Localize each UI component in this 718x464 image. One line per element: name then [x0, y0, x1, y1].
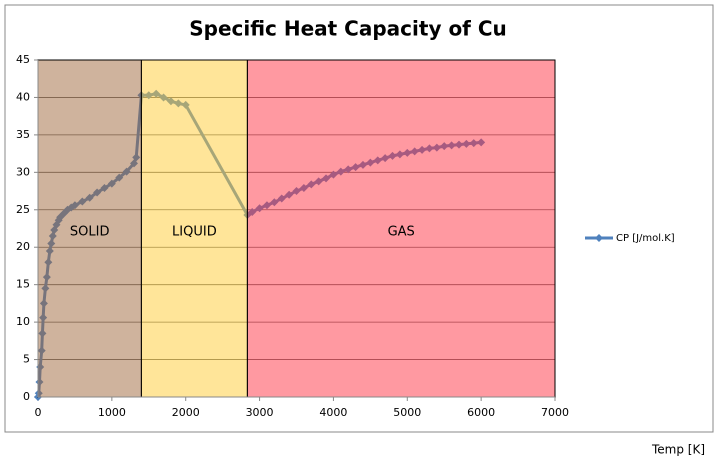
y-tick-label: 0	[23, 390, 30, 403]
x-tick-label: 1000	[98, 406, 126, 419]
region-label: SOLID	[70, 225, 110, 240]
x-tick-label: 4000	[319, 406, 347, 419]
x-tick-label: 2000	[172, 406, 200, 419]
region-label: GAS	[388, 225, 415, 240]
x-tick-label: 5000	[393, 406, 421, 419]
x-tick-label: 7000	[541, 406, 569, 419]
chart-title: Specific Heat Capacity of Cu	[189, 17, 507, 41]
y-tick-label: 45	[16, 53, 30, 66]
y-tick-label: 15	[16, 278, 30, 291]
region	[140, 59, 248, 398]
legend-marker	[595, 234, 603, 242]
y-tick-label: 20	[16, 240, 30, 253]
y-tick-label: 40	[16, 90, 30, 103]
region-label: LIQUID	[172, 225, 217, 240]
x-tick-label: 3000	[246, 406, 274, 419]
region	[246, 59, 556, 398]
y-tick-label: 35	[16, 128, 30, 141]
x-tick-label: 6000	[467, 406, 495, 419]
y-tick-label: 30	[16, 165, 30, 178]
x-axis-title: Temp [K]	[651, 443, 705, 457]
y-tick-label: 25	[16, 203, 30, 216]
y-tick-label: 10	[16, 315, 30, 328]
y-tick-label: 5	[23, 353, 30, 366]
region	[37, 59, 142, 398]
legend-label: CP [J/mol.K]	[616, 233, 675, 244]
x-tick-label: 0	[35, 406, 42, 419]
